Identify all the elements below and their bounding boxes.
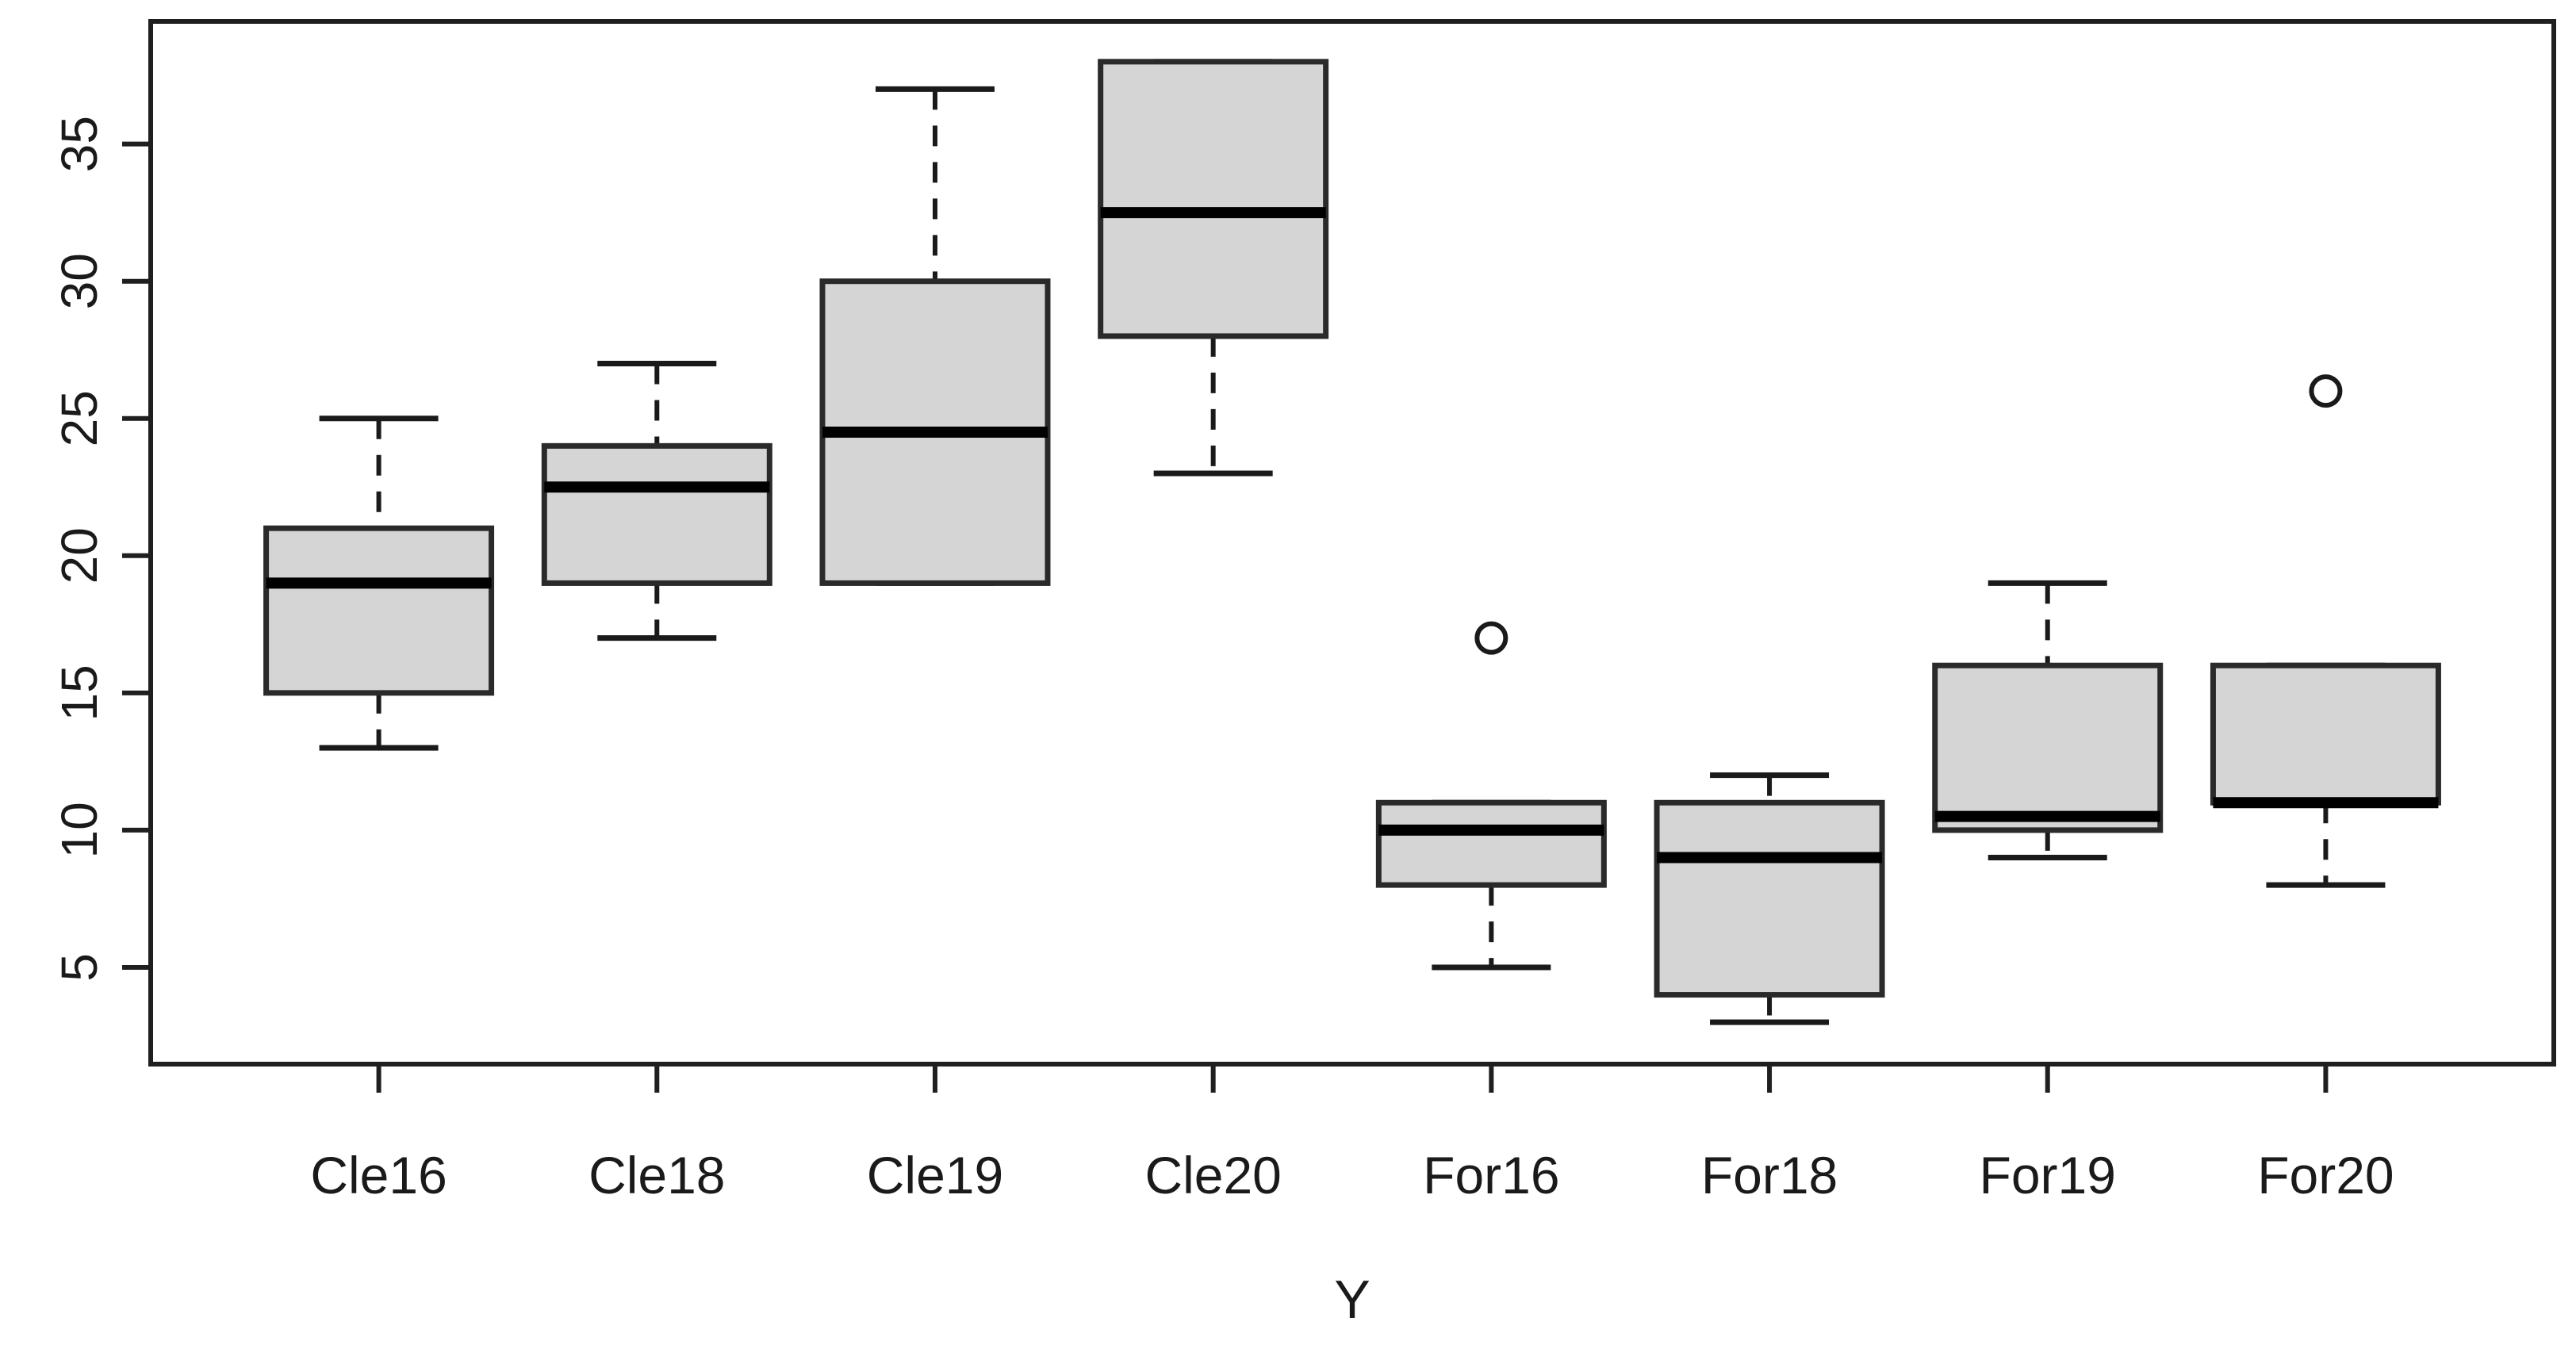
box-iqr [2210, 662, 2441, 806]
y-axis-tick-label: 5 [51, 953, 108, 982]
plot-frame [148, 19, 2556, 1067]
outlier-point [2309, 374, 2343, 408]
box-iqr [1932, 662, 2164, 833]
x-axis-tick-label: For19 [1980, 1146, 2116, 1204]
x-axis-tick-label: For16 [1423, 1146, 1559, 1204]
box-iqr [1098, 59, 1329, 339]
box-iqr [263, 525, 495, 696]
y-axis-tick-label: 30 [51, 253, 108, 309]
box-iqr [541, 442, 772, 586]
x-axis-tick-label: For18 [1701, 1146, 1838, 1204]
box-iqr [1375, 799, 1607, 888]
outlier-point [1474, 621, 1508, 655]
y-axis-tick-label: 25 [51, 390, 108, 446]
x-axis-title: Y [1334, 1269, 1370, 1330]
y-axis-tick-label: 20 [51, 527, 108, 584]
x-axis-tick-label: Cle20 [1144, 1146, 1281, 1204]
y-axis-tick-label: 15 [51, 664, 108, 721]
box-iqr [1654, 799, 1885, 998]
x-axis-tick-label: Cle16 [310, 1146, 447, 1204]
y-axis-tick-label: 10 [51, 802, 108, 858]
x-axis-tick-label: Cle18 [588, 1146, 725, 1204]
y-axis-tick-label: 35 [51, 116, 108, 172]
x-axis-tick-label: Cle19 [867, 1146, 1003, 1204]
x-axis-tick-label: For20 [2257, 1146, 2394, 1204]
